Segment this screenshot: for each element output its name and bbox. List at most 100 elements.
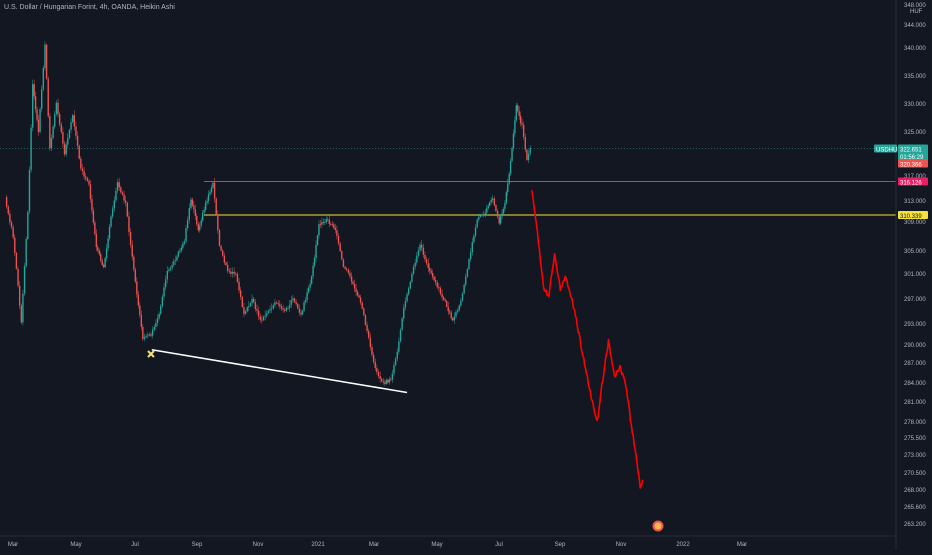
- currency-label: HUF: [910, 9, 923, 15]
- candle: [371, 347, 373, 355]
- candle: [409, 281, 412, 289]
- candle: [27, 211, 29, 239]
- candle: [417, 250, 420, 256]
- candle: [63, 143, 66, 155]
- candle: [358, 295, 360, 298]
- candle: [350, 276, 353, 282]
- projection-layer: [531, 190, 644, 489]
- candle: [321, 222, 323, 225]
- last-price-badge-text: 322.651: [900, 147, 922, 153]
- price-tick-label: 330.000: [904, 102, 926, 108]
- candle: [15, 252, 18, 269]
- candle: [40, 89, 43, 109]
- candle: [315, 245, 317, 258]
- candle: [344, 266, 346, 269]
- projection-path: [531, 190, 644, 489]
- candle: [438, 287, 440, 289]
- candle: [512, 133, 515, 149]
- candle: [495, 205, 497, 212]
- candle: [47, 78, 49, 117]
- chart-extras: [652, 520, 664, 532]
- candle: [524, 136, 526, 150]
- candle: [196, 216, 198, 225]
- candle: [406, 294, 408, 302]
- candle: [519, 115, 522, 123]
- candle: [65, 144, 67, 155]
- candle: [453, 316, 456, 321]
- candle: [484, 212, 487, 215]
- candle: [183, 241, 186, 244]
- candle: [461, 293, 464, 301]
- price-tick-label: 275.500: [904, 436, 926, 442]
- candle: [80, 158, 82, 169]
- candle: [197, 224, 199, 231]
- candle: [249, 302, 252, 307]
- candle: [62, 132, 64, 144]
- close-price-badge-bg: [898, 159, 928, 168]
- candle: [355, 288, 357, 292]
- event-icon-inner: [654, 522, 662, 530]
- candle: [137, 294, 140, 306]
- candle: [177, 251, 180, 257]
- candle: [248, 306, 250, 308]
- candle: [527, 153, 530, 160]
- candle: [414, 262, 416, 267]
- candle: [490, 199, 492, 203]
- candle: [456, 310, 459, 313]
- candle: [233, 271, 235, 274]
- drawings-layer: [147, 349, 408, 394]
- magenta-level-badge-bg: [898, 177, 928, 186]
- time-axis[interactable]: Mar May Jul Sep Nov 2021 Mar May Jul Sep Nov 2022 Ma…: [0, 535, 896, 548]
- candle: [297, 303, 299, 309]
- price-axis-top-label: 348.000: [904, 3, 926, 9]
- candle: [465, 276, 467, 285]
- time-tick-label: Sep: [192, 542, 203, 548]
- candle: [179, 250, 181, 252]
- candle: [359, 297, 362, 303]
- time-tick-label: Nov: [253, 542, 264, 548]
- candle: [52, 126, 54, 138]
- candle: [368, 331, 370, 338]
- candle: [439, 288, 442, 294]
- event-icon: [652, 520, 664, 532]
- candle: [36, 109, 38, 120]
- candle: [22, 293, 24, 323]
- candle: [264, 315, 266, 317]
- price-tick-label: 340.000: [904, 46, 926, 52]
- candle: [215, 198, 217, 215]
- candle: [521, 122, 523, 125]
- candle: [468, 259, 470, 270]
- time-tick-label: Nov: [616, 542, 627, 548]
- candle: [463, 284, 465, 294]
- price-tick-label: 263.200: [904, 522, 926, 528]
- candle: [486, 208, 488, 213]
- price-tick-label: 290.000: [904, 343, 926, 349]
- candle: [334, 227, 336, 231]
- candle: [168, 269, 170, 272]
- magenta-level-badge-text: 316.126: [900, 180, 922, 186]
- candle: [466, 269, 469, 277]
- candle: [34, 96, 37, 110]
- candle: [277, 303, 279, 305]
- candle: [180, 247, 183, 251]
- candle: [434, 280, 437, 283]
- candle: [128, 216, 130, 233]
- candle: [431, 273, 434, 277]
- candle: [390, 379, 392, 381]
- candle: [239, 290, 242, 297]
- candle: [50, 137, 53, 149]
- candle: [105, 248, 108, 259]
- price-tick-label: 301.000: [904, 272, 926, 278]
- candle: [505, 192, 508, 204]
- candle: [110, 216, 112, 227]
- time-tick-label: May: [431, 542, 442, 548]
- candle: [83, 171, 85, 177]
- candle: [336, 230, 338, 236]
- price-tick-label: 313.000: [904, 199, 926, 205]
- candle: [95, 233, 98, 248]
- candle: [246, 307, 248, 312]
